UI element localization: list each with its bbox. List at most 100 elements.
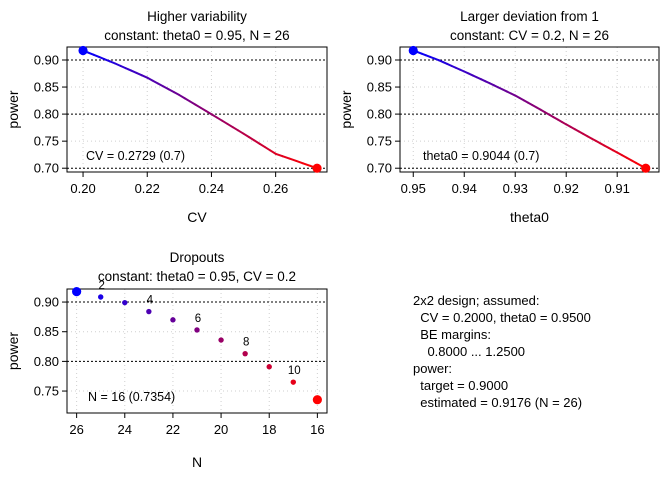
- plot-frame: [66, 46, 328, 173]
- curve-segment: [253, 139, 261, 145]
- point-label: 8: [243, 337, 249, 349]
- curve-segment: [281, 155, 291, 160]
- curve-segment: [295, 159, 305, 165]
- curve-segment: [231, 126, 240, 132]
- y-tick-label: 0.85: [34, 80, 59, 95]
- x-tick-label: 0.20: [70, 181, 95, 196]
- curve-segment: [226, 122, 234, 129]
- data-point: [242, 350, 248, 357]
- x-tick-label: 20: [214, 422, 228, 437]
- y-tick-label: 0.80: [367, 107, 392, 122]
- chart-subtitle: constant: theta0 = 0.95, CV = 0.2: [98, 269, 296, 284]
- x-tick-label: 16: [310, 422, 324, 437]
- summary-line: BE margins:: [413, 327, 491, 342]
- curve-segment: [258, 142, 266, 149]
- curve-segment: [183, 97, 192, 103]
- y-tick-label: 0.80: [34, 107, 59, 122]
- curve-segment: [199, 106, 208, 113]
- x-tick-label: 24: [118, 422, 132, 437]
- x-axis-label: theta0: [510, 209, 549, 225]
- y-tick-label: 0.75: [34, 384, 59, 399]
- curve-segment: [302, 162, 312, 167]
- chart-title: Higher variability: [147, 9, 247, 24]
- curve-segment: [167, 88, 175, 94]
- curve-segment: [205, 110, 213, 116]
- curve-segment: [288, 157, 298, 162]
- y-tick-label: 0.90: [367, 52, 392, 67]
- summary-line: CV = 0.2000, theta0 = 0.9500: [413, 310, 591, 325]
- end-point: [312, 163, 322, 173]
- y-tick-label: 0.70: [34, 161, 59, 176]
- result-annotation: N = 16 (0.7354): [88, 390, 175, 404]
- x-tick-label: 0.24: [199, 181, 224, 196]
- curve-segment: [221, 119, 229, 125]
- panel-larger-deviation: Larger deviation from 1 constant: CV = 0.…: [338, 9, 660, 225]
- curve-segment: [269, 149, 277, 155]
- x-tick-label: 0.94: [452, 181, 477, 196]
- x-tick-label: 22: [166, 422, 180, 437]
- chart-subtitle: constant: CV = 0.2, N = 26: [450, 28, 609, 43]
- data-point: [122, 299, 128, 306]
- x-tick-label: 0.91: [605, 181, 630, 196]
- y-tick-label: 0.90: [34, 52, 59, 67]
- summary-line: estimated = 0.9176 (N = 26): [413, 395, 582, 410]
- start-point: [78, 45, 88, 56]
- y-axis-label: power: [5, 90, 21, 128]
- end-point: [312, 395, 322, 405]
- curve-segment: [242, 132, 250, 139]
- x-tick-label: 0.92: [554, 181, 579, 196]
- y-tick-label: 0.80: [34, 354, 59, 369]
- data-point: [98, 294, 104, 300]
- start-point: [408, 45, 418, 56]
- y-tick-label: 0.85: [367, 80, 392, 95]
- grid: [400, 47, 659, 172]
- curve-segment: [178, 94, 186, 100]
- chart-title: Dropouts: [170, 250, 225, 265]
- curve-segment: [237, 129, 245, 135]
- summary-line: 0.8000 ... 1.2500: [413, 344, 525, 359]
- start-point: [72, 287, 82, 297]
- end-point: [641, 163, 651, 173]
- y-tick-label: 0.75: [367, 134, 392, 149]
- summary-line: 2x2 design; assumed:: [413, 293, 539, 308]
- panel-higher-variability: Higher variability constant: theta0 = 0.9…: [5, 9, 328, 225]
- y-axis-label: power: [338, 90, 354, 128]
- chart-title: Larger deviation from 1: [460, 9, 599, 24]
- y-tick-label: 0.70: [367, 161, 392, 176]
- x-tick-label: 18: [262, 422, 276, 437]
- curve-segment: [156, 82, 165, 88]
- curve-segment: [274, 152, 284, 158]
- x-tick-label: 0.26: [263, 181, 288, 196]
- curve-segment: [151, 79, 159, 85]
- result-annotation: theta0 = 0.9044 (0.7): [423, 149, 539, 163]
- x-tick-label: 0.22: [135, 181, 160, 196]
- y-tick-label: 0.75: [34, 134, 59, 149]
- data-point: [290, 379, 296, 385]
- data-point: [146, 308, 152, 315]
- point-label: 6: [195, 313, 201, 325]
- x-axis-label: N: [192, 454, 202, 470]
- curve-segment: [172, 91, 181, 97]
- plot-frame: [399, 46, 660, 173]
- point-label: 2: [99, 280, 105, 292]
- data-point: [218, 337, 224, 343]
- curve-segment: [162, 85, 170, 91]
- curve-segment: [194, 103, 202, 109]
- summary-text-block: 2x2 design; assumed: CV = 0.2000, theta0…: [413, 293, 591, 410]
- x-tick-label: 0.95: [401, 181, 426, 196]
- y-tick-label: 0.85: [34, 324, 59, 339]
- point-label: 10: [288, 365, 301, 377]
- x-axis-label: CV: [187, 209, 207, 225]
- curve-segment: [146, 76, 154, 82]
- power-curve: [82, 49, 319, 170]
- point-label: 4: [147, 295, 154, 307]
- panel-dropouts: Dropouts constant: theta0 = 0.95, CV = 0.…: [5, 250, 328, 470]
- y-axis-label: power: [5, 332, 21, 370]
- data-point: [266, 364, 272, 370]
- x-tick-label: 0.93: [503, 181, 528, 196]
- x-tick-label: 26: [69, 422, 83, 437]
- curve-segment: [189, 100, 197, 106]
- data-point: [170, 317, 176, 323]
